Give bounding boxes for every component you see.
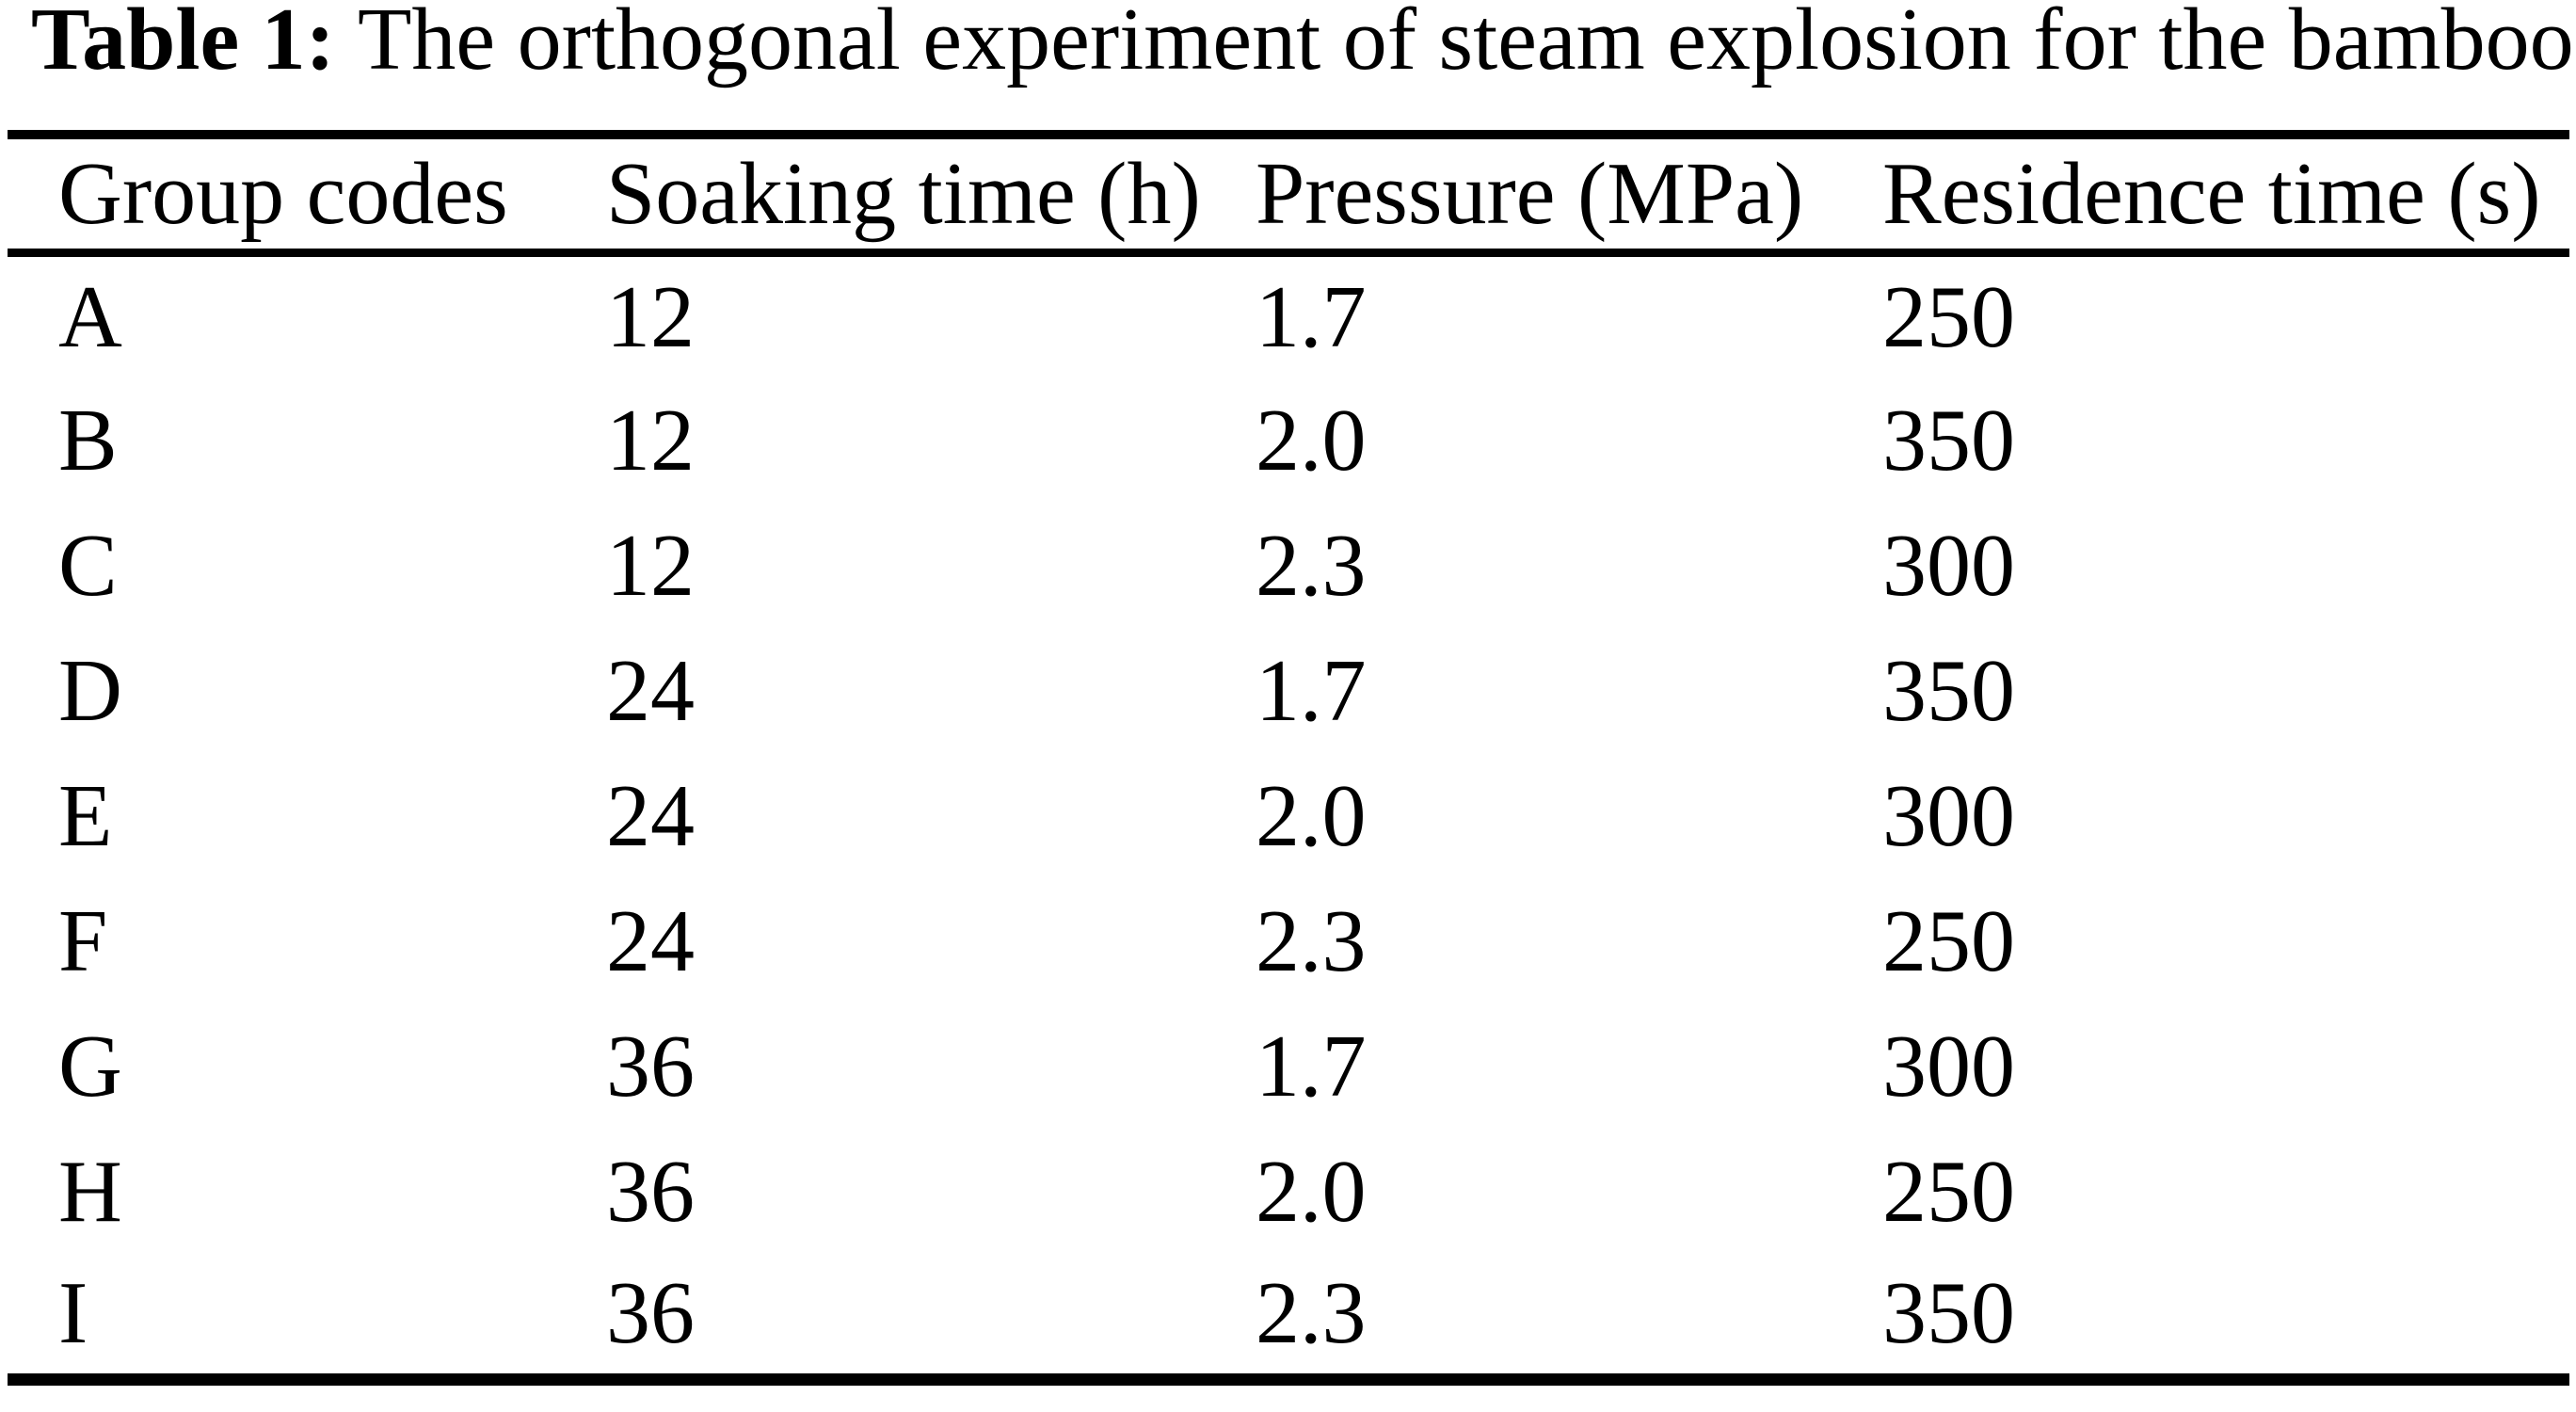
cell-soaking-time: 36 (606, 1017, 695, 1115)
cell-group-code: D (58, 641, 122, 740)
table-row: H 36 2.0 250 (8, 1129, 2569, 1254)
column-header-soaking-time: Soaking time (h) (602, 135, 1250, 257)
table-row: G 36 1.7 300 (8, 1003, 2569, 1129)
orthogonal-experiment-table: Group codes Soaking time (h) Pressure (M… (8, 130, 2569, 1386)
cell-residence-time: 250 (1882, 267, 2015, 366)
cell-pressure: 1.7 (1256, 267, 1367, 366)
cell-group-code: G (58, 1017, 122, 1115)
cell-residence-time: 350 (1882, 391, 2015, 489)
cell-group-code: I (58, 1264, 88, 1363)
table-row: I 36 2.3 350 (8, 1254, 2569, 1379)
cell-pressure: 2.0 (1256, 391, 1367, 489)
cell-residence-time: 250 (1882, 1142, 2015, 1241)
cell-residence-time: 300 (1882, 516, 2015, 615)
cell-residence-time: 250 (1882, 891, 2015, 990)
header-row: Group codes Soaking time (h) Pressure (M… (8, 135, 2569, 257)
cell-soaking-time: 24 (606, 766, 695, 865)
cell-pressure: 1.7 (1256, 641, 1367, 740)
cell-soaking-time: 12 (606, 516, 695, 615)
table-number-label: Table 1: (31, 0, 335, 88)
cell-residence-time: 350 (1882, 1264, 2015, 1363)
cell-residence-time: 300 (1882, 1017, 2015, 1115)
cell-group-code: B (58, 391, 118, 489)
cell-pressure: 2.0 (1256, 766, 1367, 865)
cell-group-code: F (58, 891, 108, 990)
cell-group-code: A (58, 267, 122, 366)
table-row: C 12 2.3 300 (8, 503, 2569, 628)
cell-group-code: C (58, 516, 118, 615)
table-row: A 12 1.7 250 (8, 252, 2569, 377)
table-row: F 24 2.3 250 (8, 878, 2569, 1003)
table-title: Table 1: The orthogonal experiment of ste… (31, 0, 2574, 89)
cell-pressure: 1.7 (1256, 1017, 1367, 1115)
table-row: E 24 2.0 300 (8, 753, 2569, 878)
cell-residence-time: 350 (1882, 641, 2015, 740)
cell-pressure: 2.3 (1256, 516, 1367, 615)
cell-soaking-time: 36 (606, 1264, 695, 1363)
column-header-group-codes: Group codes (8, 135, 602, 257)
cell-soaking-time: 24 (606, 891, 695, 990)
cell-pressure: 2.0 (1256, 1142, 1367, 1241)
cell-soaking-time: 12 (606, 267, 695, 366)
column-header-residence-time: Residence time (s) (1882, 135, 2569, 257)
cell-soaking-time: 12 (606, 391, 695, 489)
cell-group-code: H (58, 1142, 122, 1241)
cell-residence-time: 300 (1882, 766, 2015, 865)
table-caption: The orthogonal experiment of steam explo… (358, 0, 2574, 88)
cell-pressure: 2.3 (1256, 1264, 1367, 1363)
column-header-pressure: Pressure (MPa) (1250, 135, 1882, 257)
cell-soaking-time: 24 (606, 641, 695, 740)
cell-group-code: E (58, 766, 113, 865)
table-row: B 12 2.0 350 (8, 377, 2569, 503)
cell-pressure: 2.3 (1256, 891, 1367, 990)
table-row: D 24 1.7 350 (8, 628, 2569, 753)
cell-soaking-time: 36 (606, 1142, 695, 1241)
